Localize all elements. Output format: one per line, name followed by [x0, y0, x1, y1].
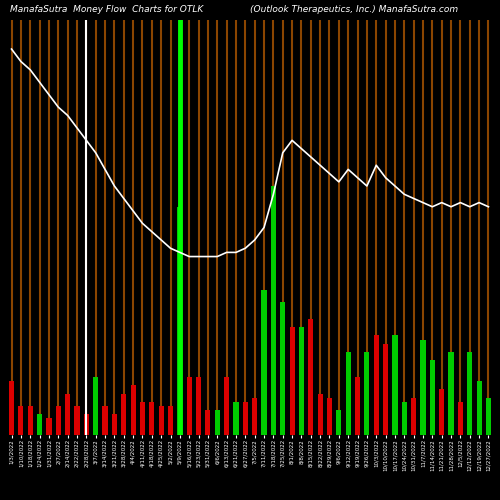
- Bar: [214, 410, 220, 435]
- Bar: [149, 402, 154, 435]
- Bar: [224, 377, 229, 435]
- Bar: [112, 414, 117, 435]
- Bar: [364, 352, 370, 435]
- Bar: [346, 352, 351, 435]
- Bar: [186, 377, 192, 435]
- Bar: [374, 336, 379, 435]
- Text: (Outlook Therapeutics, Inc.) ManafaSutra.com: (Outlook Therapeutics, Inc.) ManafaSutra…: [250, 5, 458, 14]
- Bar: [102, 406, 108, 435]
- Bar: [402, 402, 407, 435]
- Bar: [411, 398, 416, 435]
- Bar: [84, 414, 89, 435]
- Bar: [476, 381, 482, 435]
- Bar: [178, 207, 182, 435]
- Bar: [392, 336, 398, 435]
- Bar: [37, 414, 42, 435]
- Bar: [46, 418, 52, 435]
- Text: ManafaSutra  Money Flow  Charts for OTLK: ManafaSutra Money Flow Charts for OTLK: [10, 5, 203, 14]
- Bar: [439, 390, 444, 435]
- Bar: [336, 410, 342, 435]
- Bar: [196, 377, 201, 435]
- Bar: [299, 327, 304, 435]
- Bar: [121, 394, 126, 435]
- Bar: [234, 402, 238, 435]
- Bar: [206, 410, 210, 435]
- Bar: [467, 352, 472, 435]
- Bar: [158, 406, 164, 435]
- Bar: [168, 406, 173, 435]
- Bar: [56, 406, 61, 435]
- Bar: [243, 402, 248, 435]
- Bar: [65, 394, 70, 435]
- Bar: [93, 377, 98, 435]
- Bar: [280, 302, 285, 435]
- Bar: [458, 402, 463, 435]
- Bar: [262, 290, 266, 435]
- Bar: [486, 398, 491, 435]
- Bar: [271, 186, 276, 435]
- Bar: [355, 377, 360, 435]
- Bar: [290, 327, 294, 435]
- Bar: [74, 406, 80, 435]
- Bar: [28, 406, 33, 435]
- Bar: [327, 398, 332, 435]
- Bar: [430, 360, 435, 435]
- Bar: [308, 319, 314, 435]
- Bar: [252, 398, 257, 435]
- Bar: [18, 406, 24, 435]
- Bar: [448, 352, 454, 435]
- Bar: [383, 344, 388, 435]
- Bar: [420, 340, 426, 435]
- Bar: [140, 402, 145, 435]
- Bar: [130, 385, 136, 435]
- Bar: [9, 381, 14, 435]
- Bar: [318, 394, 322, 435]
